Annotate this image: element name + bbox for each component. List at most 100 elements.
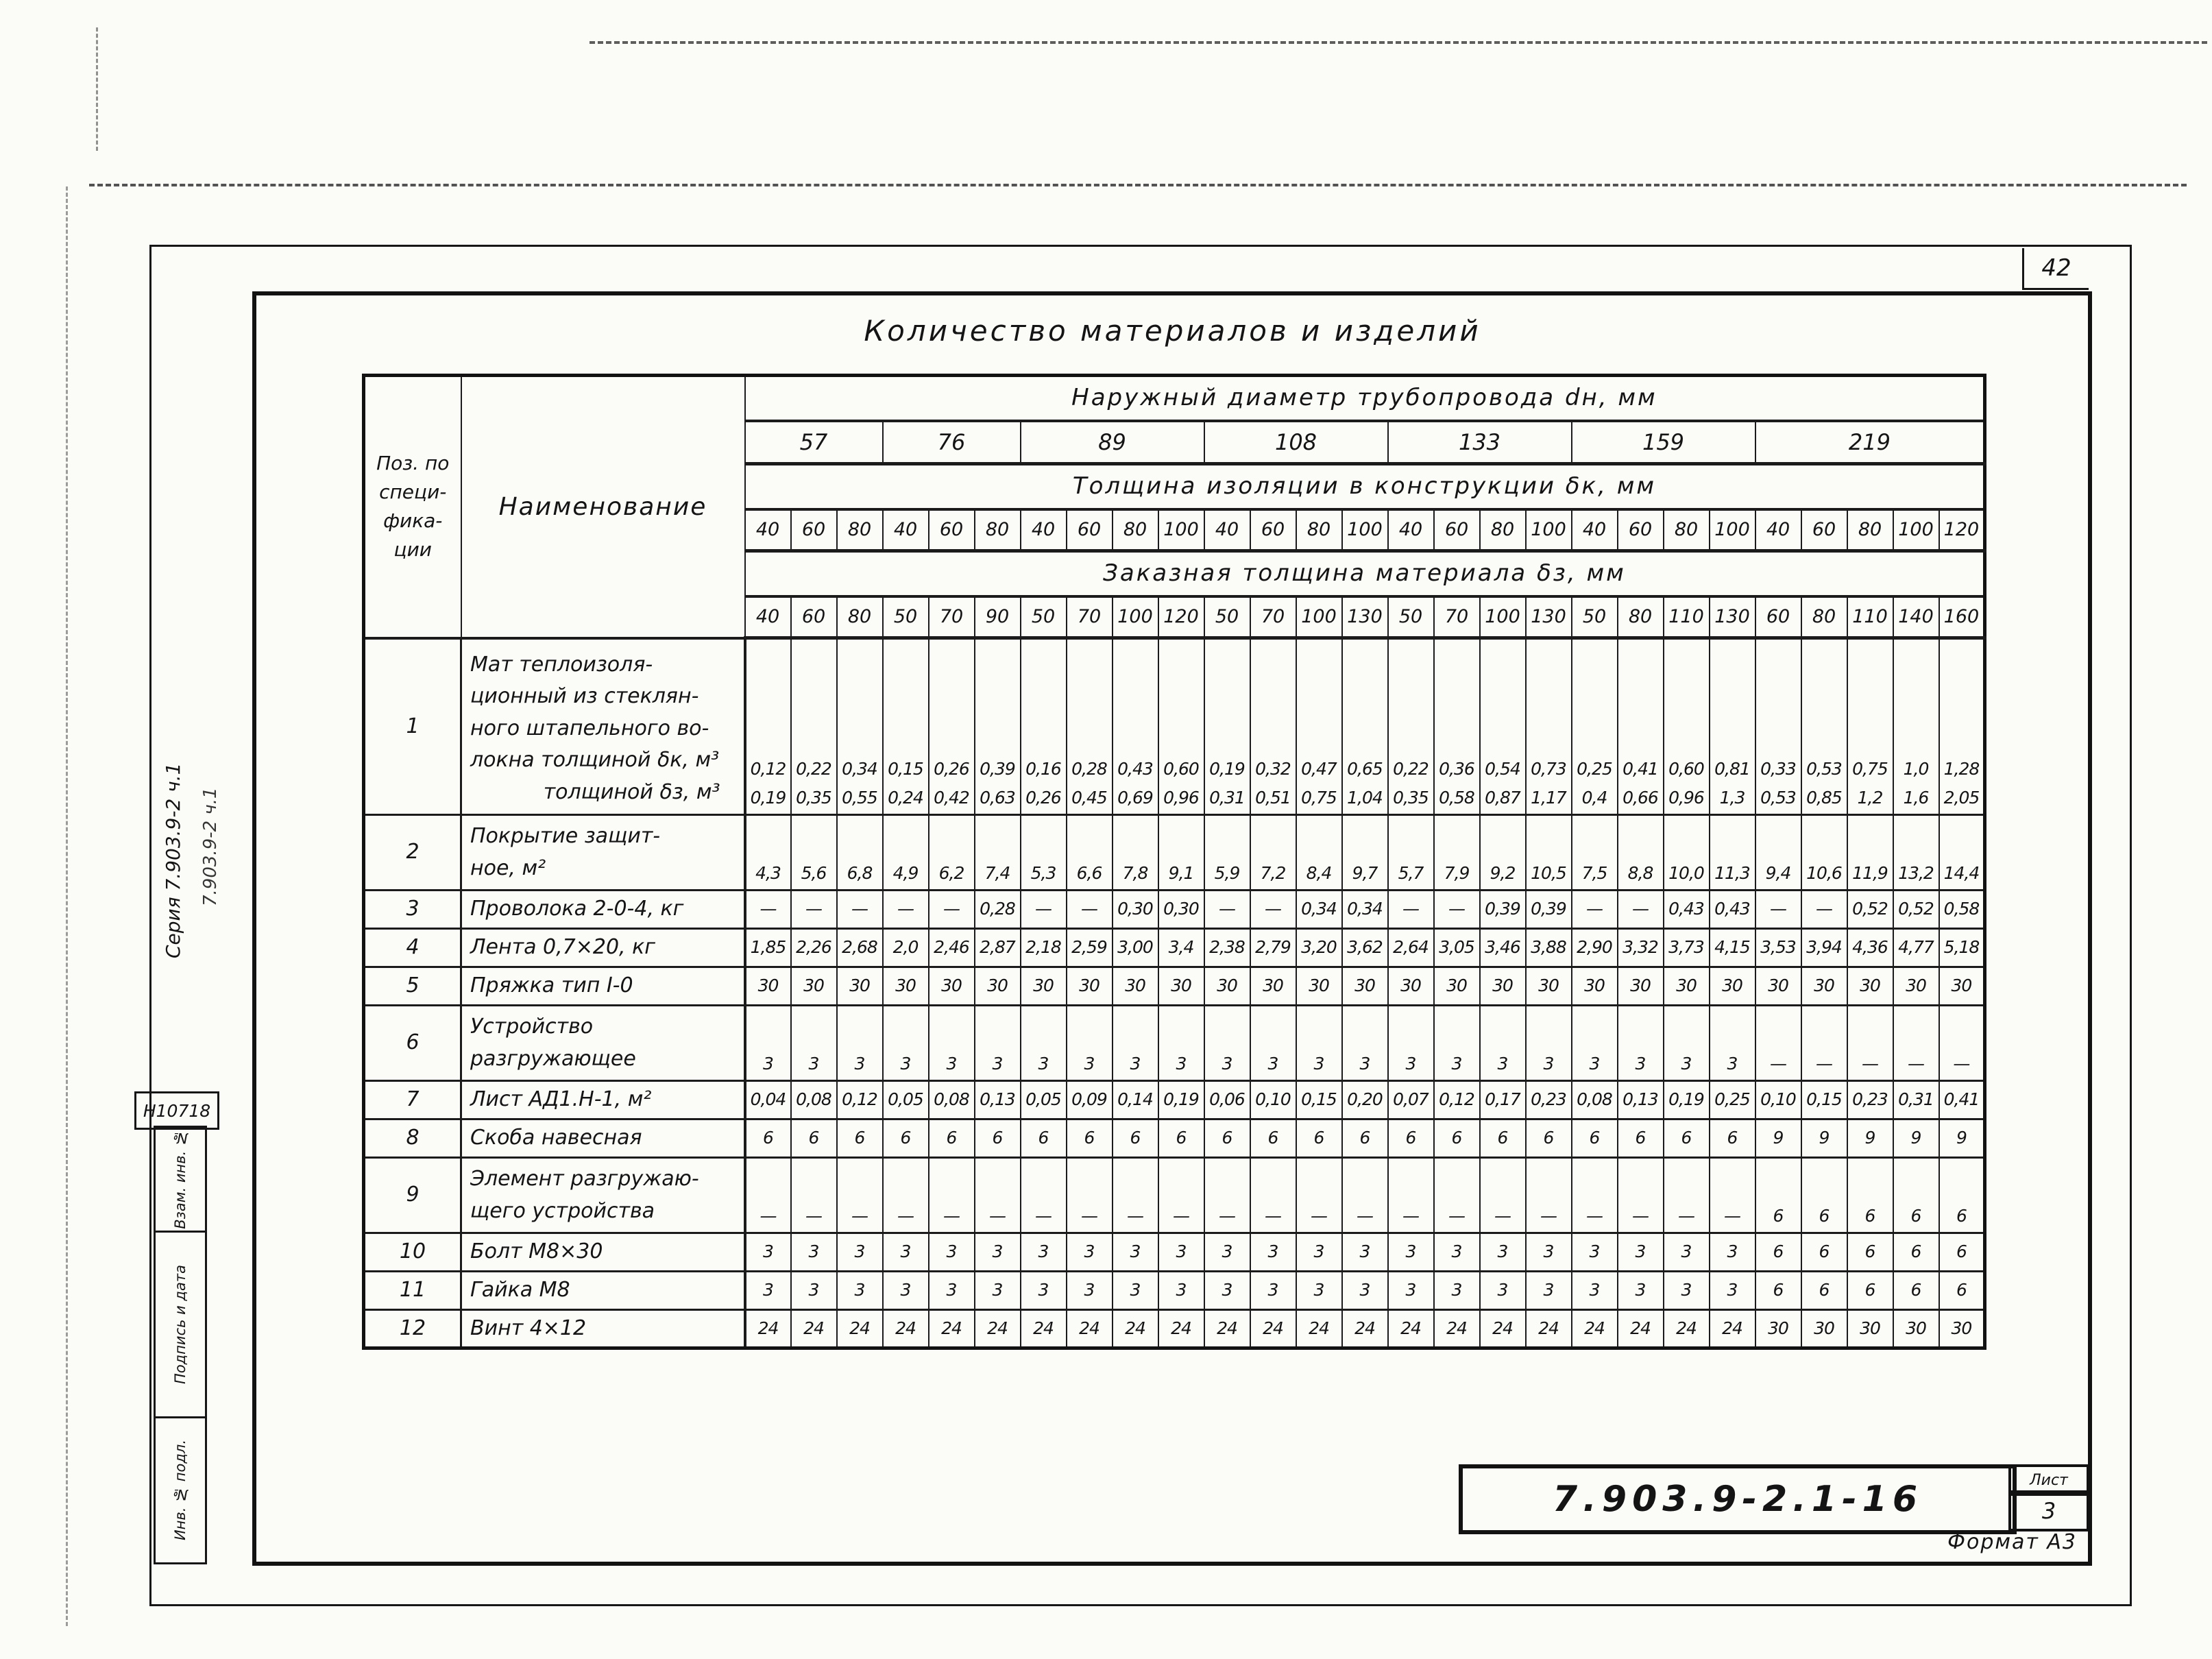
table-row: 3 Проволока 2-0-4, кг — — — — —0,28— —0,30 0,30—… <box>363 889 1986 930</box>
insulation-thickness-value: 80 <box>973 509 1021 553</box>
value-cell: — <box>1203 1157 1251 1234</box>
value-cell: 2,64 <box>1387 928 1435 968</box>
value-cell: 24 <box>1662 1309 1710 1349</box>
value-cell: — <box>1570 889 1618 930</box>
insulation-band-header: Толщина изоляции в конструкции δк, мм <box>744 463 1986 511</box>
value-cell: 0,20 <box>1341 1080 1389 1120</box>
value-cell: 30 <box>1249 966 1297 1006</box>
value-cell: 0,30 <box>1157 889 1205 930</box>
value-cell: 0,09 <box>1065 1080 1113 1120</box>
value-cell: 6 <box>1938 1157 1986 1234</box>
value-cell: 3,94 <box>1800 928 1848 968</box>
row-name: Гайка М8 <box>460 1270 746 1311</box>
value-cell: 30 <box>1938 1309 1986 1349</box>
value-cell: 3 <box>1341 1004 1389 1082</box>
value-cell: — <box>1157 1157 1205 1234</box>
insulation-thickness-value: 40 <box>744 509 792 553</box>
value-cell: 6,6 <box>1065 814 1113 891</box>
table-row: 10 Болт М8×30 3 3 3 3 3 3 3 3 3 3 3 3 3 3 3 3 3 3 3 3 3 3 6 6 6 6 6 <box>363 1232 1986 1272</box>
value-cell: 0,43 <box>1662 889 1710 930</box>
value-cell: 6 <box>1524 1118 1572 1159</box>
value-cell: 0,23 <box>1524 1080 1572 1120</box>
value-cell: 24 <box>744 1309 792 1349</box>
value-cell: — <box>1019 889 1067 930</box>
row-pos: 9 <box>363 1157 462 1234</box>
series-label: Серия 7.903.9-2 ч.1 <box>162 762 184 958</box>
diameter-band-header: Наружный диаметр трубопровода dн, мм <box>744 374 1986 422</box>
diameter-value: 133 <box>1387 420 1572 465</box>
value-cell: 24 <box>1479 1309 1527 1349</box>
value-cell: 3 <box>1019 1004 1067 1082</box>
value-cell: — <box>1065 889 1113 930</box>
materials-table-grid: Поз. по специ-фика-ции Наименование Наружны… <box>362 374 1987 1350</box>
value-cell: 0,14 <box>1111 1080 1159 1120</box>
insulation-thickness-value: 60 <box>1433 509 1481 553</box>
value-cell: — <box>1249 1157 1297 1234</box>
value-cell: 3 <box>973 1270 1021 1311</box>
value-cell: 0,10 <box>1754 1080 1802 1120</box>
row-pos: 4 <box>363 928 462 968</box>
row-name: Болт М8×30 <box>460 1232 746 1272</box>
insulation-thickness-value: 80 <box>1846 509 1894 553</box>
value-cell: 9,2 <box>1479 814 1527 891</box>
value-cell: 6 <box>1800 1157 1848 1234</box>
value-cell: 0,34 <box>1295 889 1343 930</box>
value-cell: 3,88 <box>1524 928 1572 968</box>
value-cell: 3 <box>1570 1270 1618 1311</box>
value-cell: 6 <box>973 1118 1021 1159</box>
scan-artifact-line <box>89 184 2187 186</box>
stamp-box-vzam-inv: Взам. инв. № <box>154 1126 207 1233</box>
value-cell: 6 <box>790 1118 838 1159</box>
value-cell: 4,9 <box>882 814 929 891</box>
ordered-thickness-value: 130 <box>1341 596 1389 640</box>
name-column-header: Наименование <box>460 374 746 640</box>
value-cell: 0,15 0,24 <box>882 637 929 816</box>
value-cell: 3 <box>1249 1232 1297 1272</box>
value-cell: 6 <box>1341 1118 1389 1159</box>
document-number: 7.903.9-2.1-16 <box>1552 1479 1923 1520</box>
value-cell: 30 <box>1433 966 1481 1006</box>
pos-column-header: Поз. по специ-фика-ции <box>363 374 462 640</box>
value-cell: 2,46 <box>927 928 975 968</box>
value-cell: 3 <box>790 1270 838 1311</box>
value-cell: 6 <box>1754 1157 1802 1234</box>
value-cell: 3 <box>882 1232 929 1272</box>
value-cell: 8,4 <box>1295 814 1343 891</box>
insulation-thickness-value: 100 <box>1708 509 1756 553</box>
value-cell: 0,41 0,66 <box>1616 637 1664 816</box>
value-cell: 3 <box>836 1004 884 1082</box>
value-cell: — <box>1524 1157 1572 1234</box>
value-cell: 3 <box>1065 1232 1113 1272</box>
value-cell: — <box>744 889 792 930</box>
value-cell: 6,8 <box>836 814 884 891</box>
table-row: 7 Лист АД1.Н-1, м² 0,04 0,08 0,12 0,05 0,08 0,1… <box>363 1080 1986 1120</box>
value-cell: 0,60 0,96 <box>1662 637 1710 816</box>
document-number-box: 7.903.9-2.1-16 <box>1459 1464 2017 1534</box>
value-cell: 6 <box>1065 1118 1113 1159</box>
scan-artifact-line <box>66 186 68 1626</box>
outer-frame <box>149 245 2132 1606</box>
value-cell: 3 <box>1111 1270 1159 1311</box>
value-cell: 24 <box>1341 1309 1389 1349</box>
value-cell: 10,6 <box>1800 814 1848 891</box>
value-cell: 6 <box>1387 1118 1435 1159</box>
value-cell: 10,0 <box>1662 814 1710 891</box>
value-cell: 3 <box>1341 1232 1389 1272</box>
sheet-number: 3 <box>2041 1498 2056 1524</box>
ordered-thickness-value: 70 <box>1433 596 1481 640</box>
table-row: 6 Устройство разгружающее 3 3 3 3 3 3 3 3 3 3 3 3 3 3 3 3 3… <box>363 1004 1986 1082</box>
value-cell: 30 <box>1892 1309 1940 1349</box>
value-cell: 2,90 <box>1570 928 1618 968</box>
value-cell: — <box>927 1157 975 1234</box>
value-cell: 3 <box>1433 1004 1481 1082</box>
value-cell: 3 <box>927 1270 975 1311</box>
value-cell: — <box>1203 889 1251 930</box>
value-cell: 6 <box>1846 1232 1894 1272</box>
value-cell: 24 <box>790 1309 838 1349</box>
value-cell: 9 <box>1938 1118 1986 1159</box>
value-cell: — <box>1433 1157 1481 1234</box>
stamp-label: Подпись и дата <box>172 1265 189 1384</box>
value-cell: 0,10 <box>1249 1080 1297 1120</box>
value-cell: — <box>1616 1157 1664 1234</box>
